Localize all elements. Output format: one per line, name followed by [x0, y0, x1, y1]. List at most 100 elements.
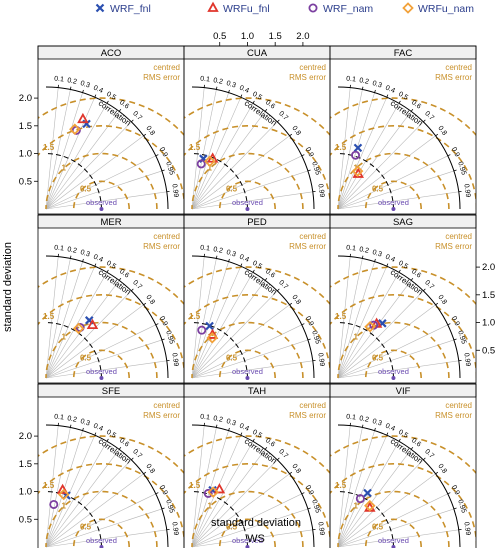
top-tick-label: 1.0	[241, 31, 254, 42]
legend-label-WRFu_fnl: WRFu_fnl	[223, 3, 270, 15]
correlation-tick-label: 0.99	[316, 521, 325, 536]
correlation-ray	[337, 508, 454, 548]
correlation-tick	[398, 100, 401, 104]
correlation-ray	[191, 103, 254, 210]
rms-error-label: RMS error	[435, 73, 472, 82]
left-tick-label: 1.5	[19, 121, 32, 132]
rms-arc-label: 1.5	[189, 312, 201, 321]
point-WRF_fnl	[205, 321, 214, 331]
outer-arc	[45, 86, 169, 210]
correlation-tick-label: 0.1	[200, 76, 210, 84]
correlation-tick	[398, 269, 401, 273]
point-WRF_fnl	[363, 488, 372, 498]
correlation-ray	[191, 449, 266, 548]
correlation-tick	[106, 269, 109, 273]
correlation-tick	[362, 86, 364, 90]
y-axis-label: standard deviation	[2, 242, 14, 332]
correlation-tick-label: 0.99	[462, 183, 471, 198]
observed-std-arc	[337, 153, 394, 210]
correlation-tick	[289, 471, 293, 475]
observed-point	[391, 376, 396, 380]
correlation-ray	[337, 304, 436, 379]
correlation-tick-label: 0.1	[54, 76, 64, 84]
observed-point	[245, 545, 250, 548]
observed-label: observed	[378, 536, 409, 545]
observed-point	[99, 545, 104, 548]
rms-arc	[364, 518, 422, 548]
centred-label: centred	[445, 63, 472, 72]
correlation-tick-label: 0.9	[158, 146, 169, 158]
correlation-ray	[191, 266, 242, 379]
rms-arc-label: 1	[62, 333, 67, 342]
correlation-tick-label: 0.1	[54, 414, 64, 422]
rms-arc	[184, 97, 330, 137]
correlation-tick-label: 0.95	[310, 499, 321, 514]
correlation-tick-label: 0.2	[213, 246, 224, 255]
correlation-ray	[191, 191, 313, 210]
rms-arc	[45, 490, 158, 548]
rms-arc	[218, 518, 276, 548]
correlation-tick	[82, 258, 84, 262]
correlation-ray	[191, 473, 290, 548]
correlation-tick-label: 0.1	[200, 245, 210, 253]
outer-arc	[337, 255, 461, 379]
rms-arc-label: 0.5	[372, 353, 384, 362]
point-WRF_nam	[355, 494, 365, 504]
x-axis-label: standard deviation	[211, 517, 301, 529]
rms-arc-label: 1	[62, 164, 67, 173]
correlation-ray	[337, 135, 436, 210]
correlation-tick-label: 0.5	[397, 91, 409, 102]
rms-arc	[218, 180, 276, 210]
rms-arc	[72, 349, 130, 379]
correlation-tick-label: 0.4	[92, 254, 104, 264]
point-WRFu_nam	[72, 322, 85, 335]
rms-arc-label: 1	[62, 502, 67, 511]
correlation-tick	[155, 323, 159, 326]
correlation-tick	[155, 154, 159, 157]
correlation-tick-label: 0.95	[164, 499, 175, 514]
correlation-ray	[337, 261, 375, 379]
correlation-tick-label: 0.8	[290, 294, 302, 306]
correlation-ray	[191, 170, 308, 210]
point-WRF_nam	[351, 150, 361, 160]
rms-arc	[184, 463, 330, 548]
point-WRFu_nam	[69, 123, 81, 135]
correlation-ray	[191, 324, 302, 379]
correlation-tick-label: 0.6	[410, 268, 422, 280]
panel-title: PED	[247, 217, 267, 228]
correlation-tick-label: 0.7	[131, 279, 143, 291]
centred-label: centred	[153, 63, 180, 72]
rms-arc	[330, 266, 476, 306]
correlation-tick-label: 0.7	[423, 279, 435, 291]
correlation-tick	[131, 119, 134, 123]
correlation-tick-label: 0.3	[79, 418, 90, 428]
point-WRFu_fnl	[213, 483, 226, 494]
correlation-tick-label: 0.9	[450, 315, 461, 327]
rms-arc	[72, 518, 130, 548]
correlation-tick-label: 0.7	[131, 110, 143, 122]
correlation-tick	[307, 169, 311, 172]
correlation-ray	[337, 459, 424, 548]
outer-arc	[191, 424, 315, 548]
rms-arc	[330, 125, 476, 210]
rms-arc-label: 1.5	[335, 312, 347, 321]
correlation-tick	[374, 89, 376, 93]
centred-label: centred	[153, 401, 180, 410]
correlation-tick	[240, 94, 243, 98]
rms-error-label: RMS error	[435, 242, 472, 251]
outer-arc	[191, 255, 315, 379]
correlation-tick	[435, 302, 439, 306]
correlation-tick-label: 0.4	[384, 85, 396, 95]
correlation-tick	[301, 323, 305, 326]
correlation-tick-label: 0.95	[456, 161, 467, 176]
left-tick-label: 1.5	[19, 459, 32, 470]
correlation-ray	[337, 339, 454, 379]
rms-arc	[184, 266, 330, 306]
centred-label: centred	[299, 401, 326, 410]
correlation-ray	[45, 97, 96, 210]
correlation-tick	[398, 438, 401, 442]
point-WRF_nam	[49, 499, 59, 509]
outer-arc	[191, 86, 315, 210]
correlation-ray	[191, 304, 290, 379]
rms-arc	[330, 97, 476, 137]
